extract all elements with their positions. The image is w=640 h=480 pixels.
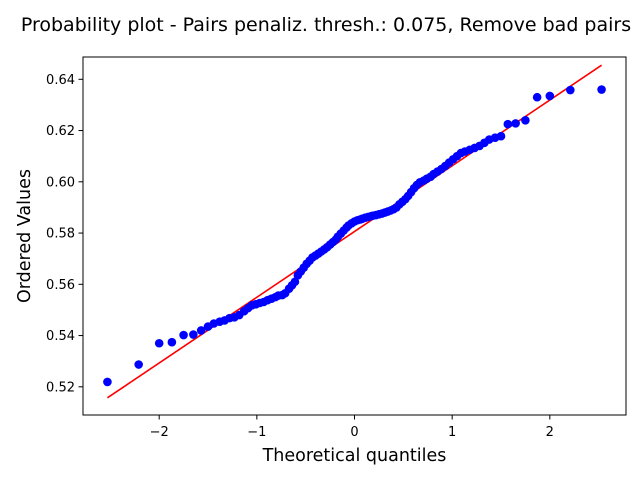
data-point xyxy=(532,92,542,102)
x-axis-ticks: −2 −1 0 1 2 xyxy=(150,415,554,440)
y-tick-label: 0.60 xyxy=(46,175,75,190)
data-point xyxy=(154,338,164,348)
chart-title: Probability plot - Pairs penaliz. thresh… xyxy=(21,14,631,36)
data-point xyxy=(496,131,506,141)
y-tick-label: 0.56 xyxy=(46,278,75,293)
x-tick-label: −1 xyxy=(247,425,266,440)
data-point xyxy=(103,377,112,387)
x-axis-label: Theoretical quantiles xyxy=(262,446,447,466)
x-tick-label: 1 xyxy=(448,425,456,440)
y-tick-label: 0.52 xyxy=(46,380,75,395)
y-tick-label: 0.58 xyxy=(46,227,75,242)
data-point xyxy=(196,326,206,335)
fit-line-layer xyxy=(106,64,603,399)
data-point xyxy=(290,277,300,287)
fit-line xyxy=(106,64,603,399)
y-tick-label: 0.54 xyxy=(46,329,75,344)
data-point xyxy=(566,85,575,95)
data-points-layer xyxy=(103,85,606,387)
data-point xyxy=(545,91,555,101)
data-point xyxy=(189,330,198,339)
data-point xyxy=(167,337,177,347)
x-tick-label: 0 xyxy=(350,425,358,440)
y-axis-label: Ordered Values xyxy=(15,169,35,303)
y-axis-ticks: 0.52 0.54 0.56 0.58 0.60 0.62 0.64 xyxy=(46,73,83,395)
data-point xyxy=(511,119,520,128)
data-point xyxy=(521,116,530,125)
y-tick-label: 0.62 xyxy=(46,124,75,139)
data-point xyxy=(503,119,513,129)
data-point xyxy=(134,360,143,369)
y-tick-label: 0.64 xyxy=(46,73,75,88)
x-tick-label: 2 xyxy=(546,425,554,440)
data-point xyxy=(597,85,606,94)
x-tick-label: −2 xyxy=(150,425,169,440)
data-point xyxy=(179,330,188,340)
